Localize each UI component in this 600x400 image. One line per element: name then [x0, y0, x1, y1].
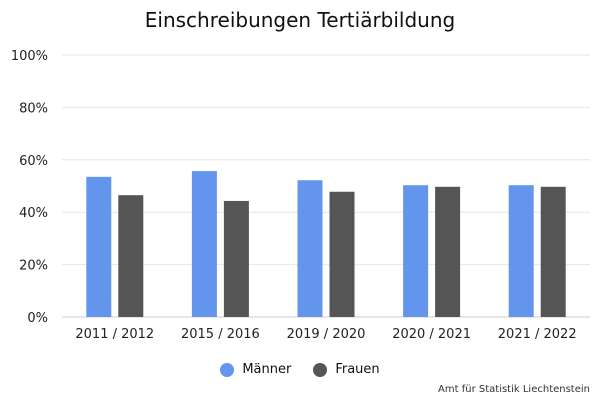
bar-frauen[interactable]	[223, 200, 249, 317]
legend-swatch-frauen	[313, 362, 328, 377]
legend-label-maenner: Männer	[242, 362, 292, 377]
bar-frauen[interactable]	[329, 191, 355, 317]
y-tick-label: 20%	[19, 259, 48, 274]
legend-item-frauen[interactable]: Frauen	[313, 362, 380, 377]
y-tick-label: 80%	[19, 101, 48, 116]
y-tick-label: 0%	[27, 311, 48, 326]
x-tick-label: 2011 / 2012	[75, 327, 154, 342]
bar-series	[86, 171, 566, 317]
legend-item-maenner[interactable]: Männer	[220, 362, 291, 377]
bar-maenner[interactable]	[297, 180, 323, 317]
legend-swatch-maenner	[220, 362, 235, 377]
x-tick-label: 2019 / 2020	[287, 327, 366, 342]
x-tick-label: 2021 / 2022	[498, 327, 577, 342]
y-tick-label: 60%	[19, 154, 48, 169]
y-tick-label: 40%	[19, 206, 48, 221]
y-tick-label: 100%	[11, 49, 48, 64]
bar-frauen[interactable]	[540, 186, 566, 317]
bar-frauen[interactable]	[118, 195, 144, 317]
bar-maenner[interactable]	[403, 185, 429, 317]
bar-frauen[interactable]	[435, 186, 461, 317]
bar-maenner[interactable]	[86, 176, 112, 317]
x-axis-tick-labels: 2011 / 2012 2015 / 2016 2019 / 2020 2020 / …	[75, 327, 576, 342]
bar-maenner[interactable]	[508, 185, 534, 317]
x-tick-label: 2020 / 2021	[392, 327, 471, 342]
legend: Männer Frauen	[0, 362, 600, 377]
legend-label-frauen: Frauen	[335, 362, 380, 377]
x-tick-label: 2015 / 2016	[181, 327, 260, 342]
grid-lines	[62, 54, 590, 318]
source-credit: Amt für Statistik Liechtenstein	[438, 384, 590, 395]
chart-title: Einschreibungen Tertiärbildung	[144, 8, 456, 32]
y-axis-tick-labels: 0% 20% 40% 60% 80% 100%	[11, 49, 48, 326]
bar-maenner[interactable]	[191, 171, 217, 317]
